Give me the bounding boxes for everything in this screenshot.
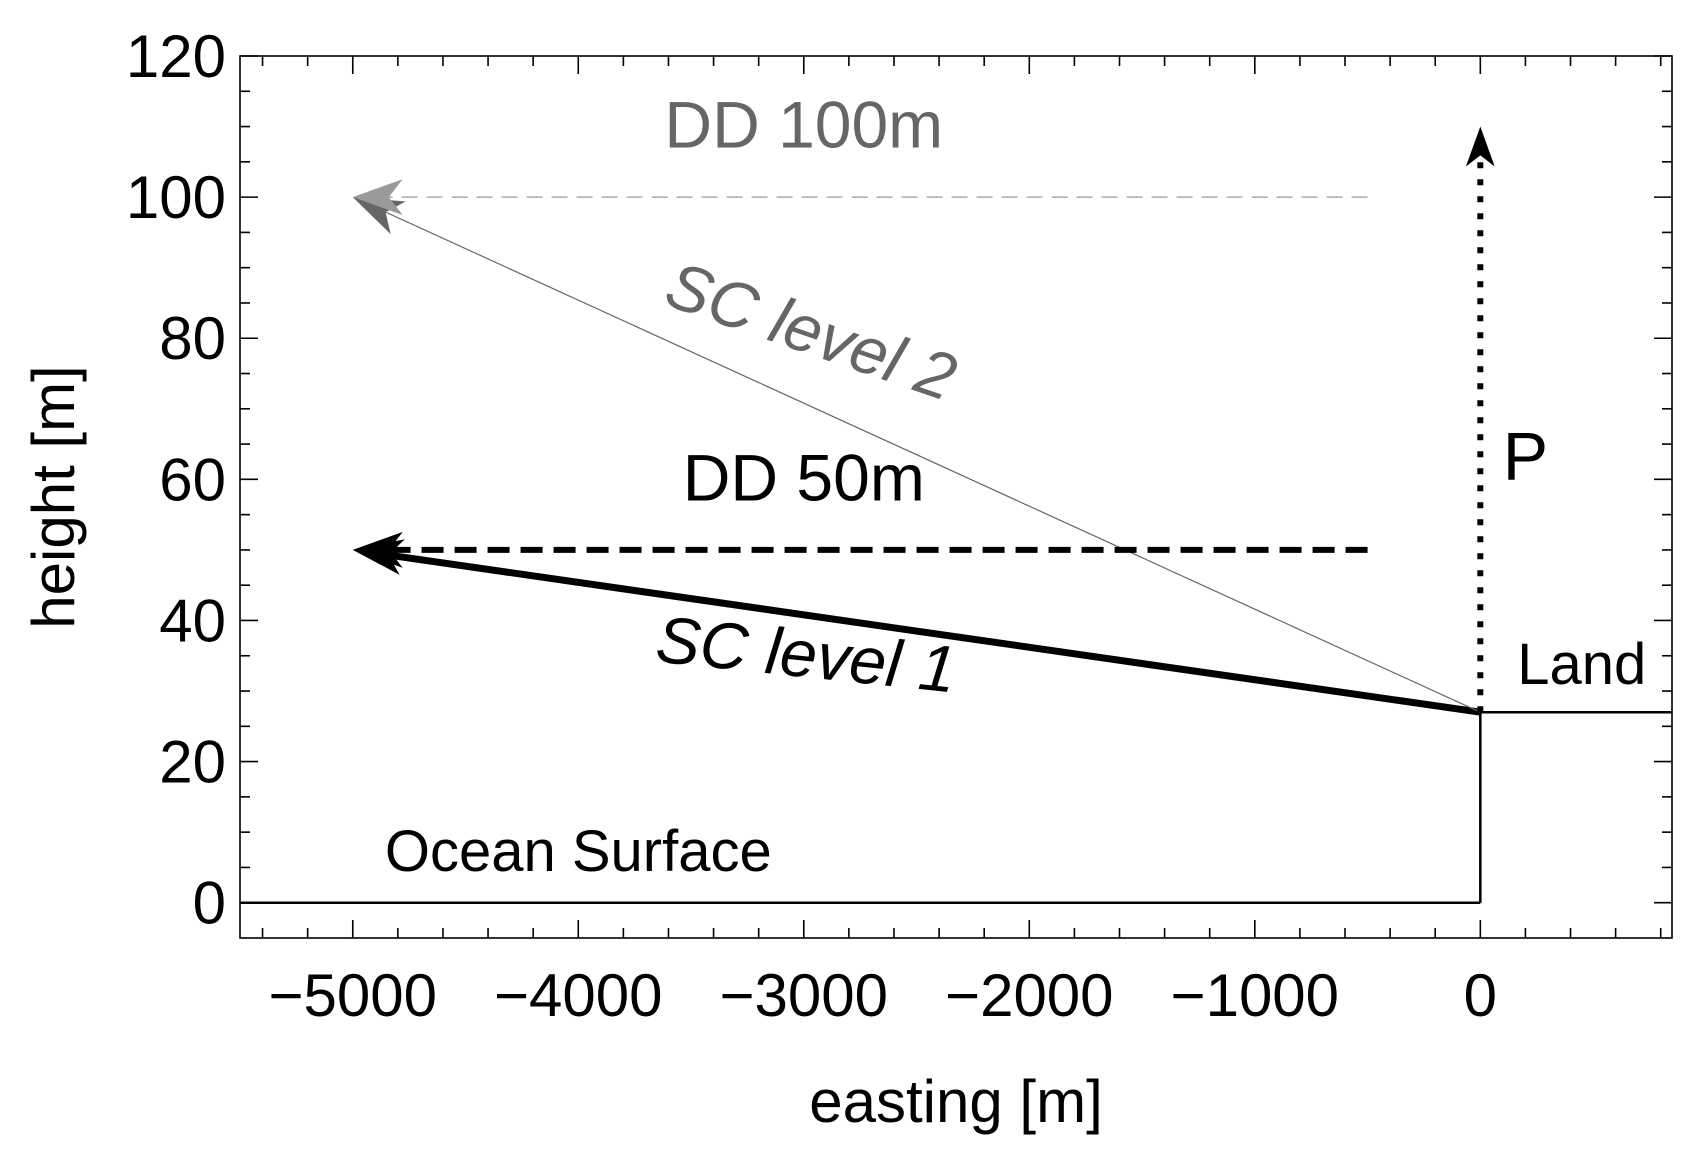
ticks-layer — [240, 55, 1672, 938]
x-tick-label: −4000 — [494, 962, 663, 1029]
sc-level-1-label: SC level 1 — [653, 602, 960, 707]
dd-100m-arrowhead — [352, 179, 403, 216]
plot-frame — [239, 55, 1673, 939]
x-axis-title: easting [m] — [809, 1068, 1102, 1135]
y-tick-label: 40 — [159, 587, 226, 654]
p-label: P — [1503, 418, 1548, 494]
x-tick-label: −2000 — [945, 962, 1114, 1029]
x-tick-label: −5000 — [268, 962, 437, 1029]
sc-level-1-line — [381, 550, 1481, 716]
ocean-surface-label: Ocean Surface — [385, 819, 772, 884]
p-arrowhead — [1465, 126, 1495, 167]
y-axis-title: height [m] — [20, 365, 87, 628]
y-tick-label: 80 — [159, 305, 226, 372]
land-label: Land — [1517, 632, 1646, 697]
x-tick-label: 0 — [1464, 962, 1497, 1029]
x-tick-label: −1000 — [1171, 962, 1340, 1029]
land-line — [1479, 710, 1672, 903]
sc-level-2-line — [379, 209, 1481, 713]
labels-layer: −5000 −4000 −3000 −2000 −1000 0 0 20 40 60 80 100 12… — [126, 23, 1646, 1029]
x-tick-label: −3000 — [720, 962, 889, 1029]
sc-level-2-label: SC level 2 — [657, 247, 966, 415]
series-layer — [240, 126, 1672, 904]
dd-50m-arrowhead — [352, 531, 403, 568]
dd-100m-label: DD 100m — [664, 88, 943, 162]
dd-50m-label: DD 50m — [683, 441, 925, 515]
y-tick-label: 100 — [126, 164, 226, 231]
y-tick-label: 20 — [159, 729, 226, 796]
y-tick-label: 120 — [126, 23, 226, 90]
y-tick-label: 60 — [159, 446, 226, 513]
y-tick-label: 0 — [193, 870, 226, 937]
